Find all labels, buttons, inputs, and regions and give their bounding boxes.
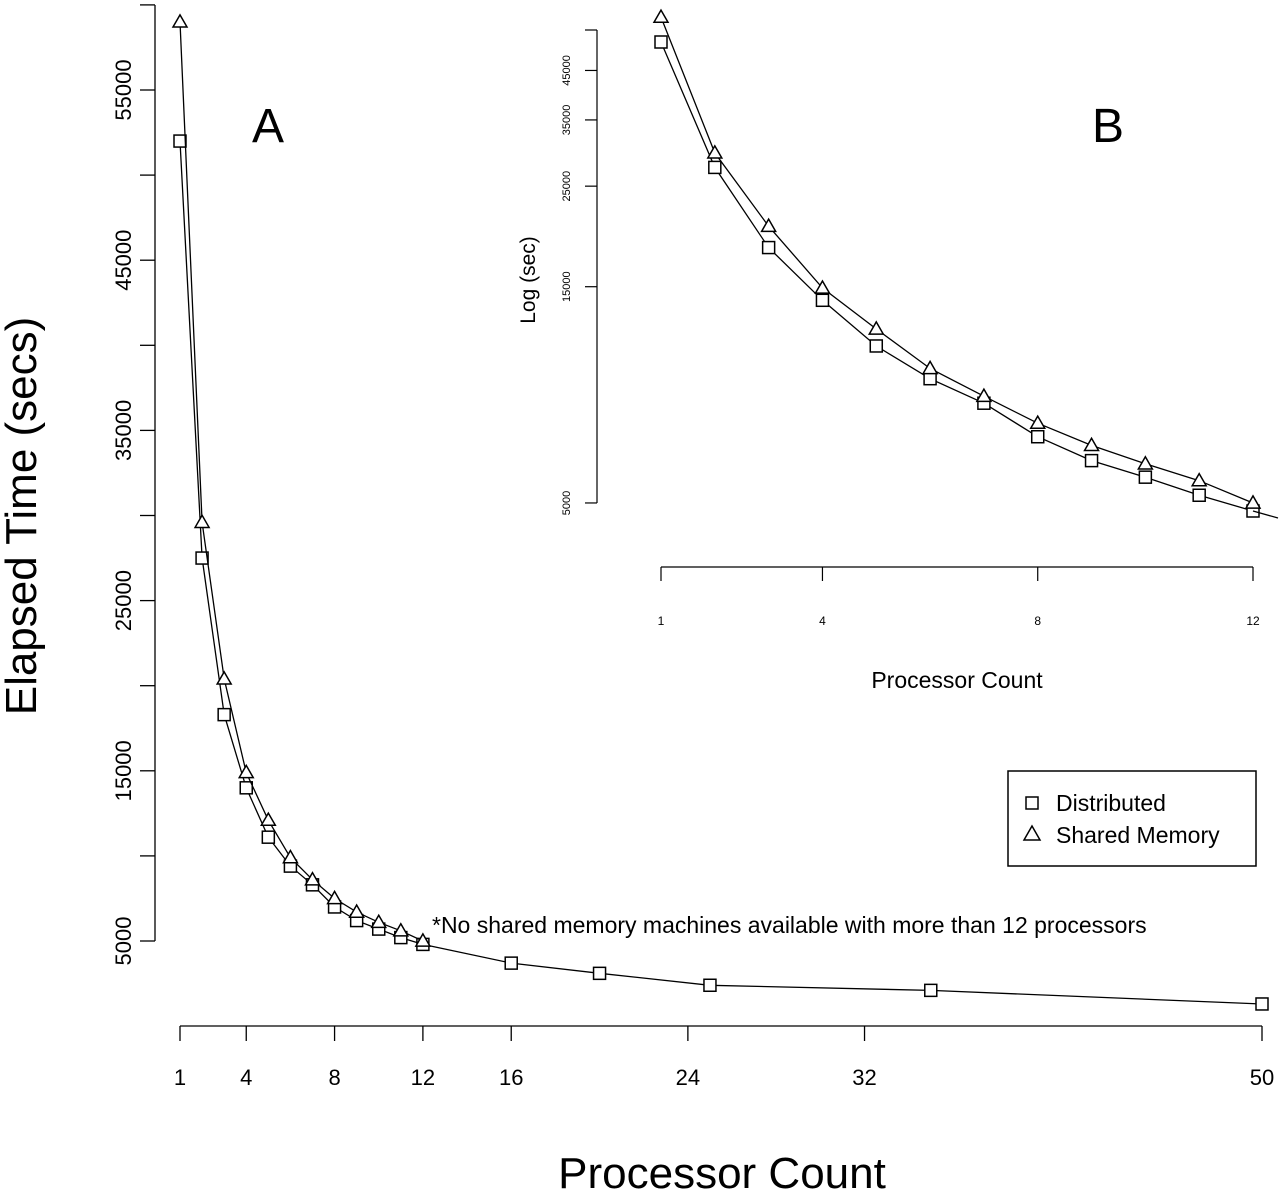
panel-b-shared-memory-point (1137, 455, 1154, 470)
panel-a-shared-memory-line (179, 21, 424, 942)
panel-a-x-axis-title: Processor Count (558, 1149, 886, 1193)
panel-a-y-tick-label: 5000 (111, 917, 136, 966)
panel-b-distributed-point (1084, 453, 1099, 468)
panel-a-y-tick-label: 45000 (111, 230, 136, 291)
panel-b-shared-memory-point (814, 279, 831, 294)
panel-a-distributed-point (173, 134, 187, 148)
panel-a-y-tick-label: 25000 (111, 570, 136, 631)
panel-a-y-axis-title: Elapsed Time (secs) (0, 317, 46, 716)
legend-label-shared-memory: Shared Memory (1056, 822, 1220, 848)
panel-b-shared-memory-point (867, 320, 885, 335)
panel-a-distributed-point (217, 707, 231, 722)
panel-b-distributed-line (660, 41, 1254, 512)
panel-a-shared-memory-point (304, 871, 321, 886)
panel-b-axes: 5000 15000 25000 35000 45000 1 4 8 12 (561, 29, 1260, 628)
panel-b-shared-memory-point (1083, 436, 1100, 452)
panel-b-shared-memory-point (921, 359, 939, 375)
panel-a-distributed-point (592, 966, 607, 981)
panel-a-distributed-line (179, 141, 1263, 1005)
panel-a-x-tick-label: 8 (328, 1065, 340, 1090)
panel-a-shared-memory-point (215, 670, 233, 685)
panel-b-x-tick-label: 1 (658, 614, 665, 628)
panel-a-shared-memory-point (260, 811, 277, 827)
panel-b-x-tick-label: 4 (819, 614, 826, 628)
panel-a-x-tick-label: 32 (852, 1065, 876, 1090)
panel-b-y-tick-label: 25000 (561, 171, 573, 202)
panel-b-x-tick-label: 8 (1034, 614, 1041, 628)
panel-b-y-axis-title: Log (sec) (517, 236, 540, 324)
legend-square-marker (1025, 796, 1039, 810)
panel-b-label: B (1092, 100, 1124, 153)
panel-b-distributed-point (1138, 470, 1153, 484)
panel-a-y-tick-label: 55000 (111, 59, 136, 120)
panel-a-x-tick-label: 50 (1250, 1065, 1274, 1090)
panel-b-distributed-point (923, 371, 937, 386)
panel-a-shared-memory-point (326, 889, 343, 905)
legend-label-distributed: Distributed (1056, 790, 1166, 816)
panel-a-shared-memory-point (171, 13, 189, 28)
panel-b: 5000 15000 25000 35000 45000 1 4 8 12 B Processo… (517, 8, 1279, 693)
legend-box (1007, 770, 1257, 867)
footnote-annotation: *No shared memory machines available wit… (432, 912, 1147, 938)
panel-b-series (652, 8, 1279, 519)
panel-b-shared-memory-point (706, 144, 724, 159)
panel-a-distributed-point (504, 956, 518, 970)
panel-b-y-tick-label: 5000 (561, 491, 573, 515)
panel-a-y-tick-label: 35000 (111, 400, 136, 461)
panel-a-distributed-point (1255, 997, 1269, 1011)
panel-a-series (171, 13, 1269, 1011)
panel-b-y-tick-label: 45000 (561, 55, 573, 86)
panel-b-shared-memory-point (975, 387, 993, 403)
panel-b-distributed-point (708, 160, 722, 175)
panel-b-distributed-point (869, 339, 884, 353)
panel-b-x-axis-title: Processor Count (871, 667, 1043, 693)
legend: Distributed Shared Memory (1007, 770, 1257, 867)
panel-b-trend-extension (1252, 510, 1279, 519)
panel-a-distributed-point (261, 830, 276, 844)
panel-b-shared-memory-point (760, 217, 777, 233)
panel-b-y-tick-label: 35000 (561, 105, 573, 136)
panel-a-distributed-point (924, 983, 938, 998)
panel-a-shared-memory-point (414, 932, 432, 947)
panel-b-distributed-point (654, 35, 668, 49)
legend-triangle-marker (1022, 824, 1042, 841)
panel-a-x-tick-label: 16 (499, 1065, 523, 1090)
panel-a-distributed-point (195, 551, 209, 565)
panel-b-shared-memory-point (652, 8, 670, 24)
panel-b-shared-memory-line (660, 16, 1254, 504)
panel-a-x-tick-label: 4 (240, 1065, 252, 1090)
panel-b-x-tick-label: 12 (1246, 614, 1260, 628)
panel-b-shared-memory-point (1190, 472, 1208, 487)
panel-a-shared-memory-point (282, 849, 299, 864)
panel-a-y-tick-label: 15000 (111, 740, 136, 801)
panel-a-x-tick-label: 24 (676, 1065, 700, 1090)
panel-b-distributed-point (761, 240, 776, 255)
panel-b-shared-memory-point (1029, 414, 1047, 430)
panel-a-shared-memory-point (193, 513, 211, 529)
panel-a-shared-memory-point (370, 913, 388, 929)
panel-a-x-tick-label: 1 (174, 1065, 186, 1090)
panel-a-shared-memory-point (392, 922, 410, 937)
panel-a-shared-memory-point (237, 763, 255, 779)
panel-b-distributed-point (1192, 488, 1206, 502)
panel-b-distributed-point (815, 293, 830, 308)
panel-a-shared-memory-point (348, 903, 365, 918)
panel-a-distributed-point (703, 978, 717, 993)
panel-b-distributed-point (1030, 429, 1045, 444)
panel-b-y-tick-label: 15000 (561, 271, 573, 302)
panel-a-distributed-point (239, 781, 253, 795)
panel-b-shared-memory-point (1244, 494, 1262, 509)
panel-a-label: A (252, 100, 284, 153)
panel-a-x-tick-label: 12 (411, 1065, 435, 1090)
